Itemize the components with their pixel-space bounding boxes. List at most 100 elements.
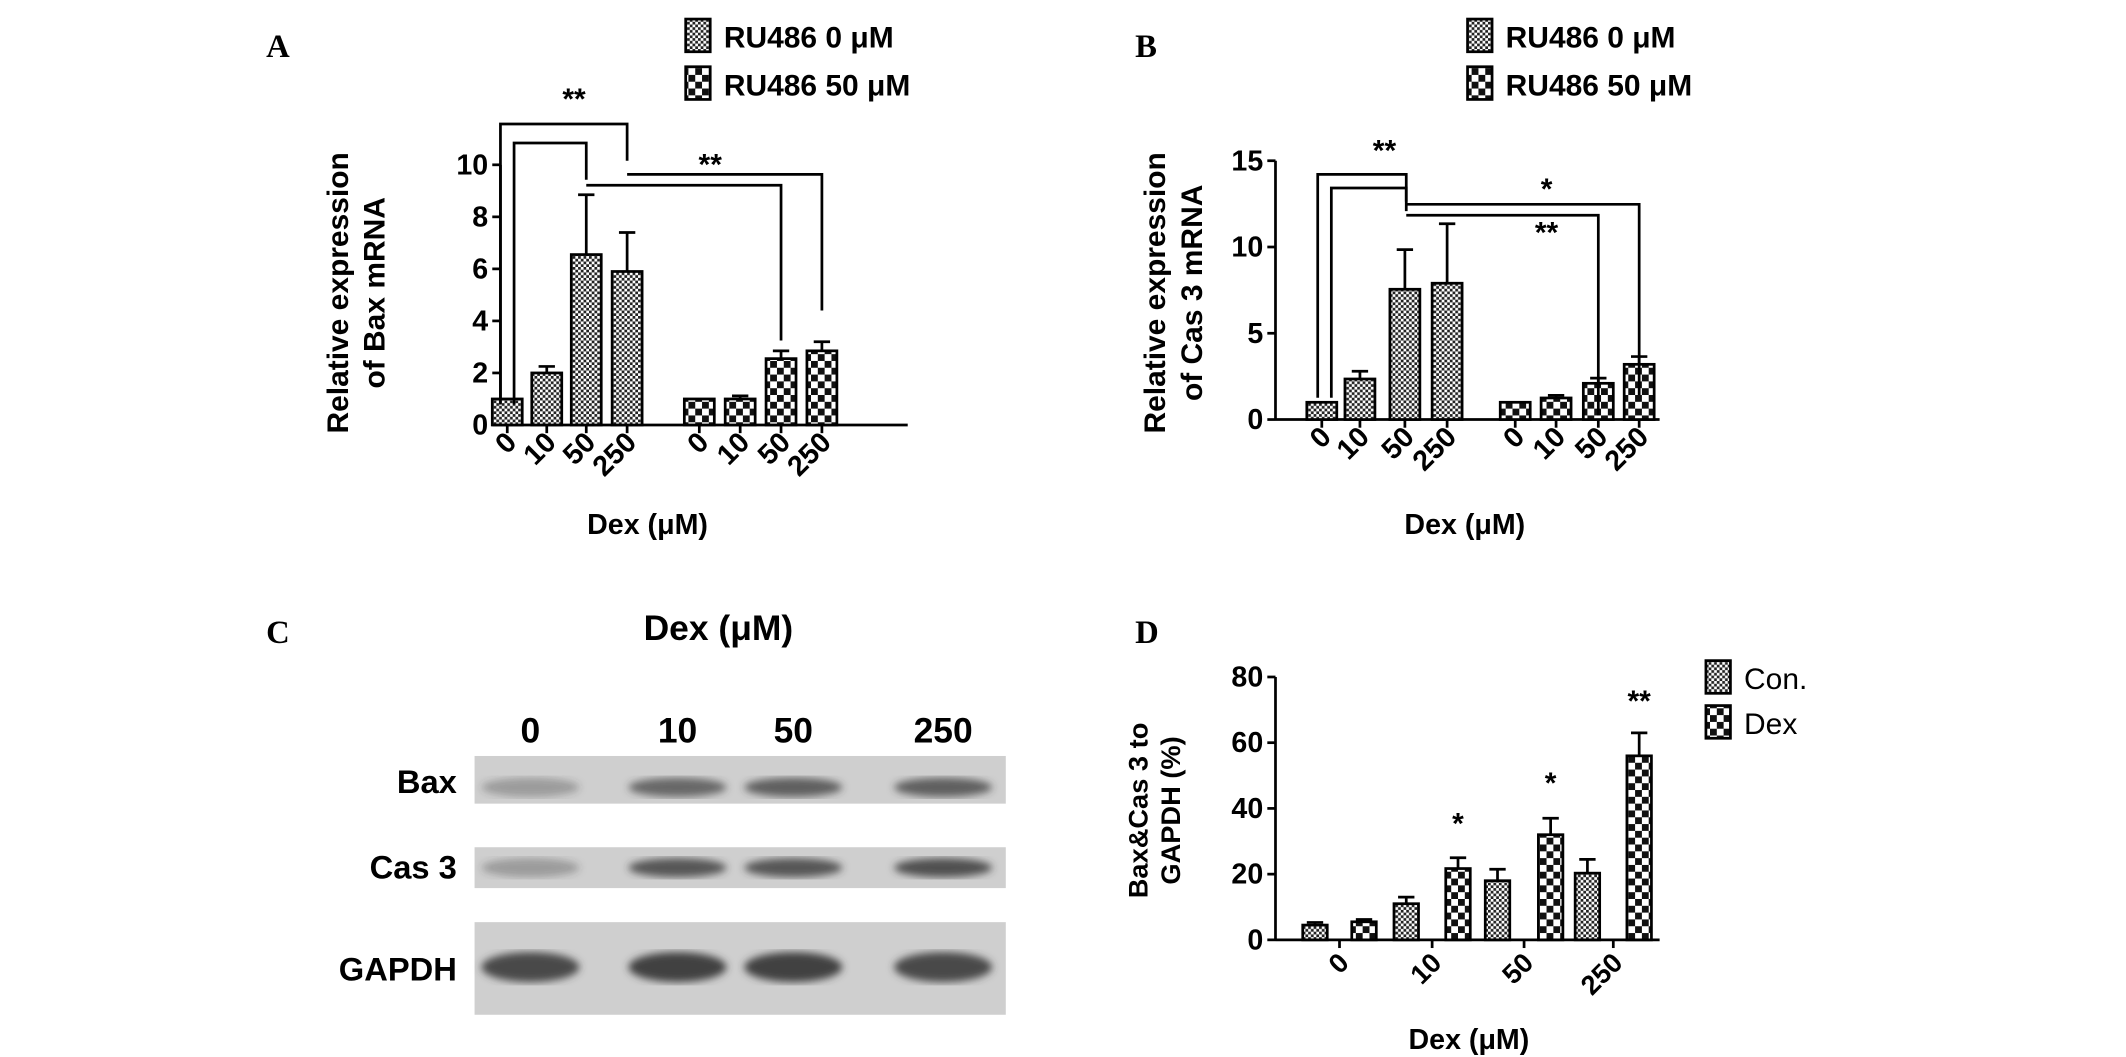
significance-bracket (499, 122, 629, 405)
lane-label: 50 (774, 710, 813, 750)
protein-band (628, 777, 727, 797)
legend-swatch (1466, 65, 1494, 101)
lane-label: 250 (914, 710, 973, 750)
bar (1537, 833, 1565, 942)
y-tick-label: 60 (1231, 727, 1263, 759)
x-tick-label: 250 (587, 426, 643, 482)
bar (1573, 871, 1602, 942)
protein-band (481, 858, 580, 878)
legend-label: RU486 0 μM (1506, 22, 1676, 55)
significance-marker: * (1452, 808, 1464, 841)
x-tick-label: 250 (781, 426, 837, 482)
x-axis-label: Dex (μM) (1409, 1024, 1530, 1056)
bar (1343, 377, 1377, 421)
protein-band (628, 858, 727, 878)
panel-label-a: A (266, 29, 290, 65)
y-tick-label: 2 (472, 357, 488, 389)
bar (1388, 287, 1422, 421)
bar (1301, 923, 1329, 942)
y-tick-label: 10 (456, 149, 488, 181)
y-axis-label: Bax&Cas 3 to (1122, 723, 1153, 899)
significance-bracket (1329, 186, 1408, 398)
legend-swatch (1704, 659, 1732, 695)
blot-title: Dex (μM) (644, 608, 794, 648)
x-tick-label: 10 (1331, 421, 1376, 466)
y-tick-label: 0 (472, 410, 488, 442)
bar (1350, 920, 1378, 942)
blot-row-label: GAPDH (339, 951, 457, 988)
significance-marker: ** (562, 83, 586, 116)
significance-marker: * (1545, 767, 1557, 800)
significance-bracket (512, 141, 588, 405)
legend-label: RU486 50 μM (1506, 69, 1692, 102)
y-tick-label: 5 (1247, 318, 1263, 350)
bar (530, 371, 564, 427)
protein-band (481, 777, 580, 797)
x-tick-label: 250 (1599, 421, 1655, 477)
protein-band (481, 952, 580, 983)
x-tick-label: 250 (1574, 947, 1628, 1001)
y-tick-label: 4 (472, 305, 488, 337)
x-tick-label: 10 (1404, 947, 1447, 990)
blot-row-label: Bax (397, 763, 457, 800)
legend-label: Con. (1744, 663, 1807, 696)
bar (1305, 400, 1339, 421)
y-tick-label: 0 (1247, 404, 1263, 436)
bar (1430, 281, 1464, 421)
blot-row-label: Cas 3 (370, 849, 457, 886)
bar (1444, 867, 1472, 942)
legend-swatch (684, 65, 712, 101)
y-axis-label: Relative expression (322, 152, 355, 433)
bar (1539, 396, 1573, 421)
protein-band (894, 858, 993, 878)
x-tick-label: 50 (1496, 947, 1539, 990)
y-axis-label: of Cas 3 mRNA (1176, 185, 1209, 401)
bar (764, 357, 798, 427)
bar (682, 397, 716, 427)
y-tick-label: 20 (1231, 859, 1263, 891)
bar (569, 253, 603, 427)
x-tick-label: 250 (1407, 421, 1463, 477)
y-tick-label: 6 (472, 253, 488, 285)
bar (1625, 754, 1653, 942)
protein-band (894, 952, 993, 983)
y-axis-label: GAPDH (%) (1155, 736, 1186, 884)
bar (1392, 902, 1420, 942)
legend-label: RU486 50 μM (724, 69, 910, 102)
significance-marker: ** (1535, 216, 1559, 249)
y-tick-label: 80 (1231, 662, 1263, 694)
significance-marker: ** (699, 148, 723, 181)
panel-label-d: D (1135, 615, 1159, 651)
y-axis-label: of Bax mRNA (359, 197, 392, 388)
y-tick-label: 40 (1231, 793, 1263, 825)
significance-bracket (1406, 213, 1600, 416)
bar (723, 397, 757, 427)
lane-label: 10 (658, 710, 697, 750)
significance-bracket (586, 183, 783, 341)
x-tick-label: 10 (1527, 421, 1572, 466)
legend-swatch (1466, 17, 1494, 54)
x-axis-label: Dex (μM) (587, 509, 708, 541)
significance-bracket (1406, 202, 1641, 396)
significance-marker: ** (1628, 685, 1652, 718)
protein-band (744, 777, 843, 797)
bar (805, 349, 839, 427)
legend-swatch (1704, 704, 1732, 740)
panel-label-c: C (266, 615, 290, 651)
protein-band (744, 858, 843, 878)
bar (1498, 400, 1532, 421)
significance-marker: * (1541, 173, 1553, 206)
bar (1483, 879, 1512, 942)
chart-b: 0 5 10 15 Relative expression of Cas 3 mRNA De… (1139, 17, 1692, 541)
protein-band (894, 777, 993, 797)
protein-band (628, 952, 727, 983)
legend-label: Dex (1744, 708, 1797, 741)
legend-label: RU486 0 μM (724, 22, 894, 55)
x-tick-label: 0 (1322, 947, 1355, 980)
legend-swatch (684, 17, 712, 54)
chart-a: 0 2 4 6 8 10 Relative expression of Bax mRNA Dex… (322, 17, 910, 541)
bar (610, 270, 644, 427)
protein-band (744, 952, 843, 983)
y-tick-label: 10 (1231, 232, 1263, 264)
